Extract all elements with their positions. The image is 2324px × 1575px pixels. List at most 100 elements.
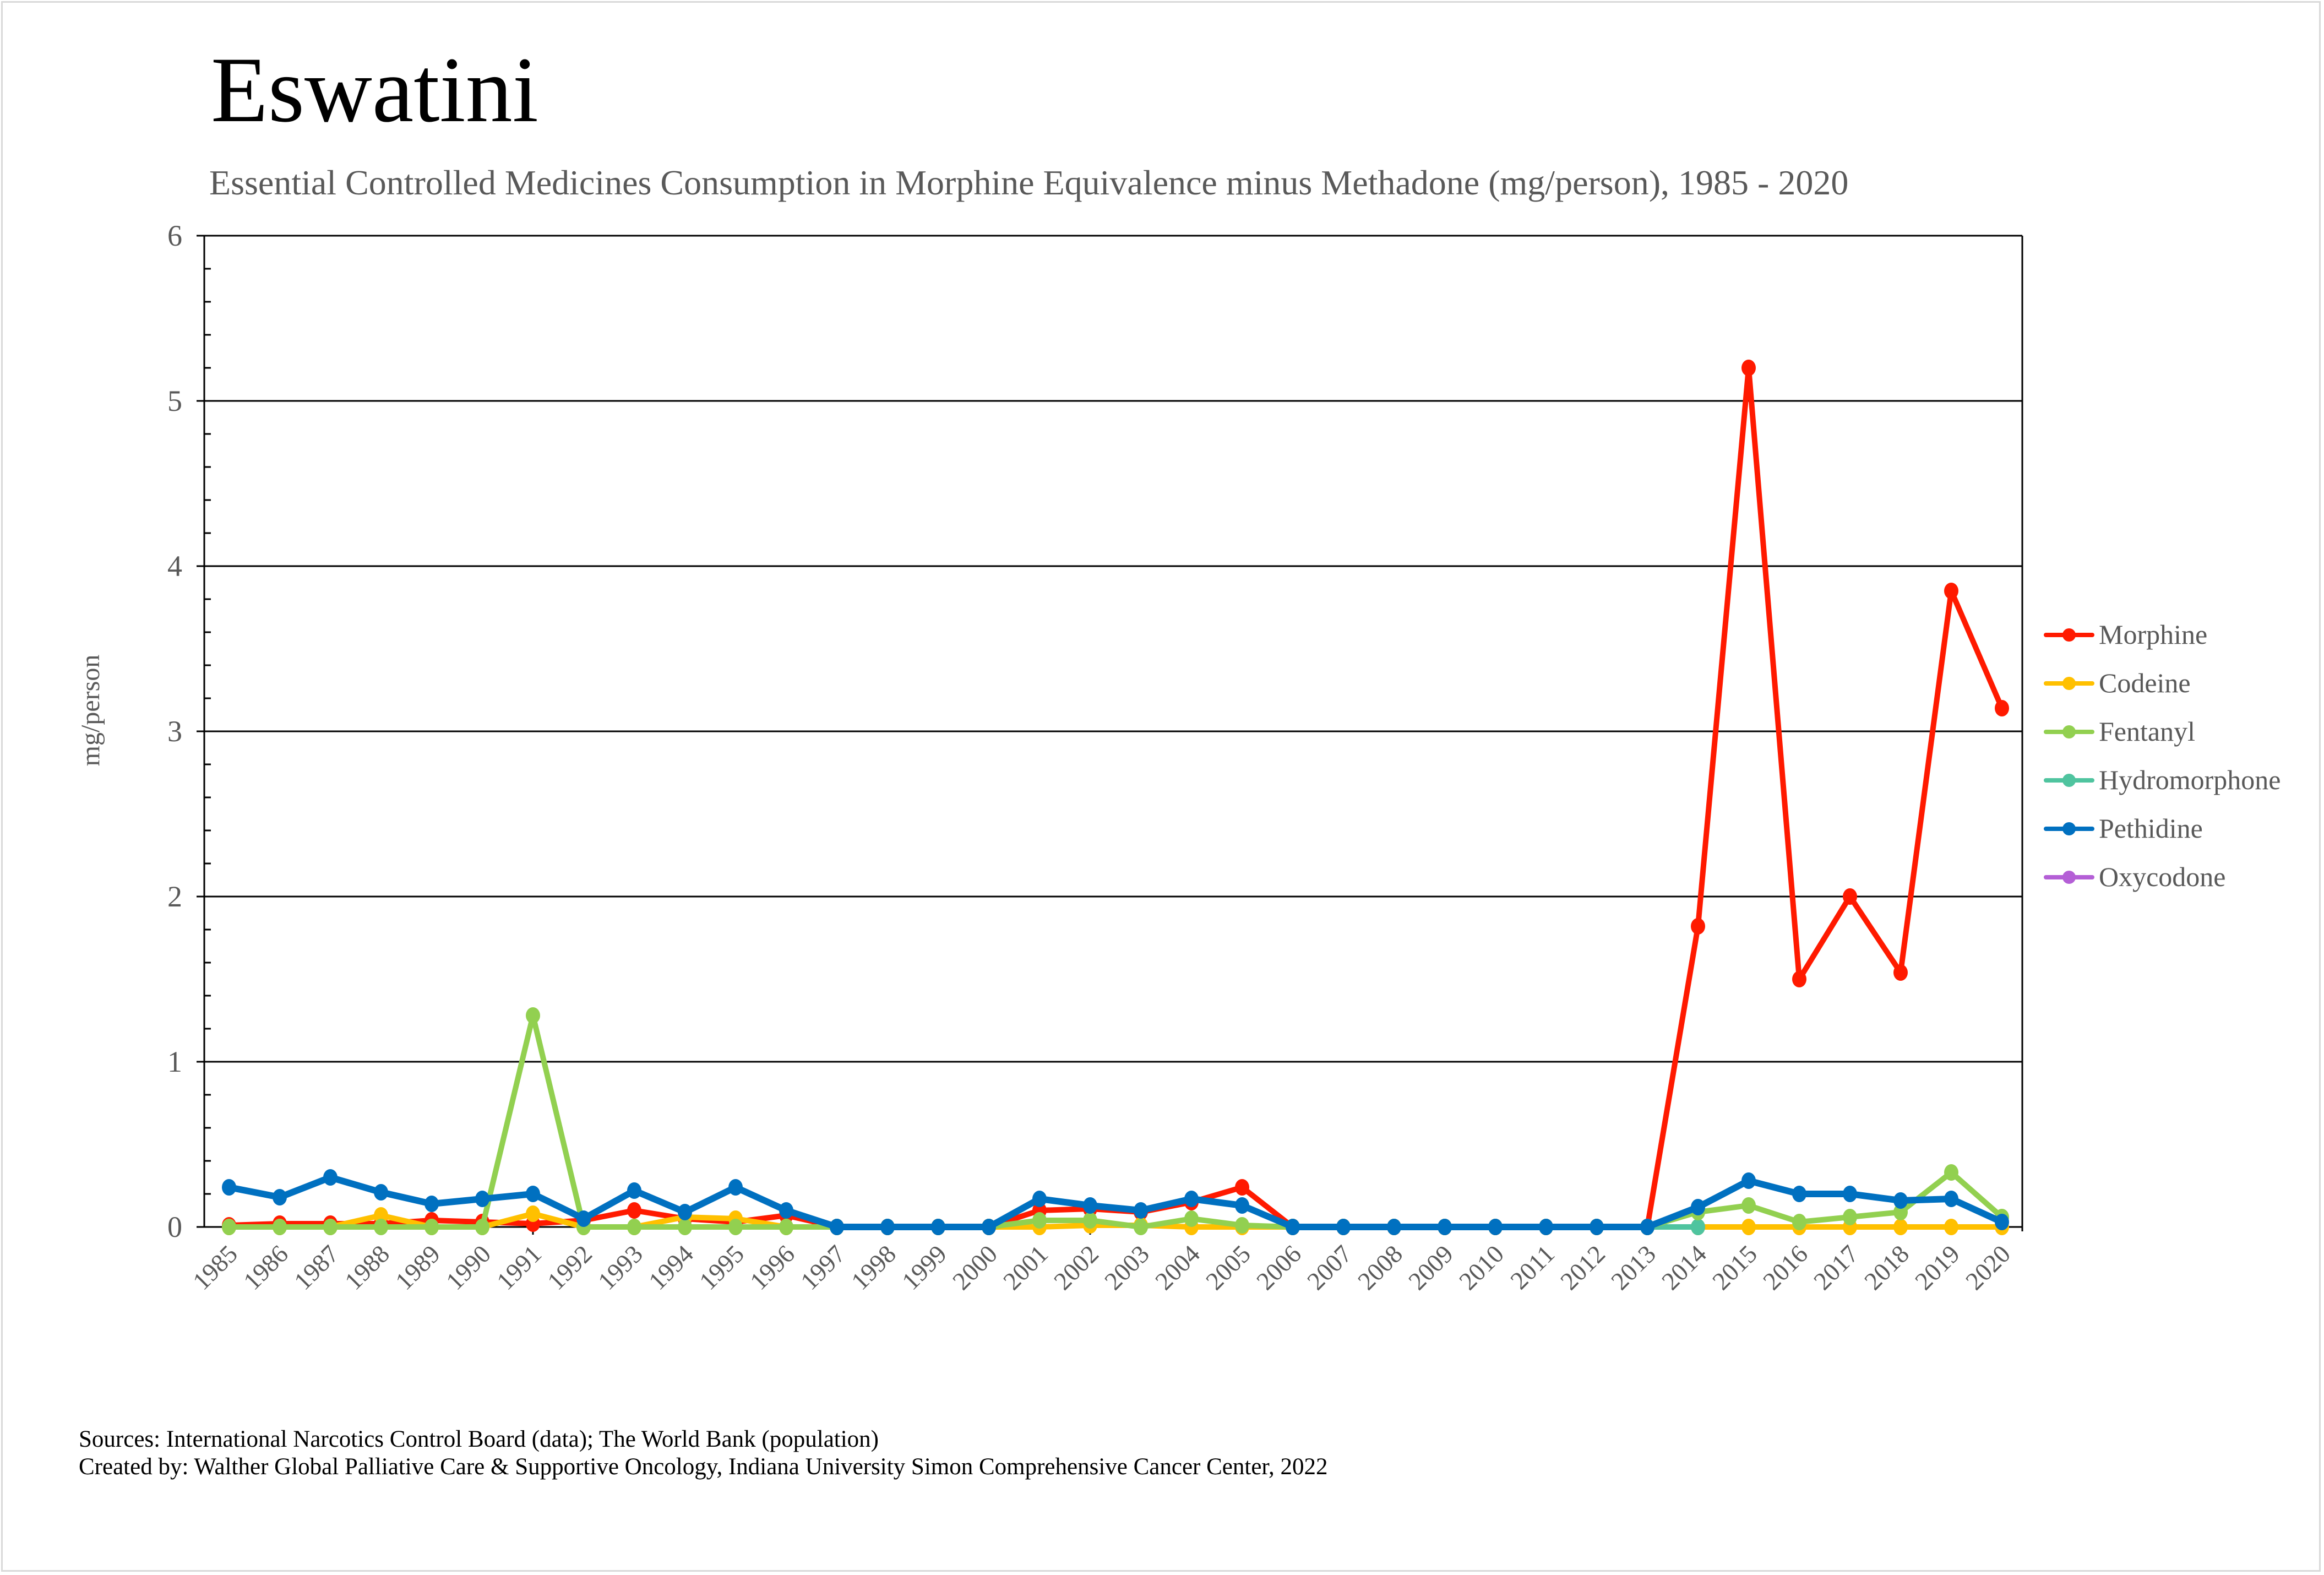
x-tick-label: 2000 bbox=[947, 1240, 1003, 1295]
x-tick-label: 2015 bbox=[1707, 1240, 1762, 1295]
pethidine-point-2005 bbox=[1235, 1197, 1249, 1214]
credit-note: Created by: Walther Global Palliative Ca… bbox=[79, 1454, 1328, 1480]
x-tick-label: 1988 bbox=[339, 1240, 395, 1295]
x-tick-label: 2018 bbox=[1859, 1240, 1914, 1295]
morphine-point-2005 bbox=[1235, 1179, 1249, 1196]
x-tick-label: 1999 bbox=[896, 1240, 952, 1295]
pethidine-point-2011 bbox=[1539, 1219, 1553, 1235]
fentanyl-point-1991 bbox=[526, 1007, 540, 1024]
legend-marker-icon bbox=[2042, 817, 2097, 839]
series-pethidine bbox=[222, 1169, 2009, 1235]
fentanyl-point-2001 bbox=[1032, 1212, 1047, 1229]
pethidine-point-2000 bbox=[982, 1219, 996, 1235]
series-morphine bbox=[222, 360, 2009, 1235]
x-tick-label: 2020 bbox=[1960, 1240, 2016, 1295]
x-tick-label: 1998 bbox=[846, 1240, 901, 1295]
x-tick-label: 2012 bbox=[1555, 1240, 1610, 1295]
legend-item-fentanyl: Fentanyl bbox=[2042, 707, 2281, 756]
legend-marker-icon bbox=[2042, 623, 2097, 645]
pethidine-point-2001 bbox=[1032, 1191, 1047, 1207]
x-tick-label: 1985 bbox=[187, 1240, 243, 1295]
x-tick-label: 1989 bbox=[390, 1240, 445, 1295]
legend-item-codeine: Codeine bbox=[2042, 659, 2281, 707]
x-tick-label: 2006 bbox=[1251, 1240, 1307, 1295]
pethidine-point-1985 bbox=[222, 1179, 236, 1196]
fentanyl-point-2017 bbox=[1843, 1209, 1857, 1225]
x-tick-label: 2001 bbox=[998, 1240, 1053, 1295]
pethidine-point-2013 bbox=[1640, 1219, 1654, 1235]
legend-label: Oxycodone bbox=[2099, 861, 2226, 892]
x-tick-label: 2011 bbox=[1505, 1240, 1560, 1295]
fentanyl-point-2016 bbox=[1792, 1214, 1806, 1230]
x-tick-label: 1987 bbox=[289, 1240, 344, 1295]
chart-title: Eswatini bbox=[211, 38, 538, 142]
legend-marker-icon bbox=[2042, 866, 2097, 888]
x-tick-label: 2013 bbox=[1605, 1240, 1661, 1295]
fentanyl-point-1995 bbox=[728, 1219, 743, 1235]
y-tick-label: 5 bbox=[167, 384, 182, 417]
x-tick-label: 2007 bbox=[1302, 1240, 1357, 1295]
pethidine-point-1989 bbox=[424, 1196, 439, 1212]
legend-item-oxycodone: Oxycodone bbox=[2042, 852, 2281, 901]
chart-subtitle: Essential Controlled Medicines Consumpti… bbox=[209, 163, 1849, 202]
morphine-point-2019 bbox=[1944, 583, 1958, 599]
pethidine-line bbox=[228, 1174, 2004, 1230]
pethidine-point-1994 bbox=[678, 1204, 692, 1220]
pethidine-point-2010 bbox=[1488, 1219, 1503, 1235]
legend-item-morphine: Morphine bbox=[2042, 610, 2281, 659]
fentanyl-point-1994 bbox=[678, 1219, 692, 1235]
y-tick-label: 1 bbox=[167, 1045, 182, 1078]
fentanyl-point-2015 bbox=[1741, 1197, 1756, 1214]
y-tick-label: 6 bbox=[167, 219, 182, 252]
morphine-point-2017 bbox=[1843, 888, 1857, 905]
legend-item-pethidine: Pethidine bbox=[2042, 804, 2281, 852]
legend-label: Hydromorphone bbox=[2099, 764, 2281, 795]
fentanyl-line bbox=[229, 1013, 2004, 1230]
pethidine-point-2012 bbox=[1590, 1219, 1604, 1235]
pethidine-point-2007 bbox=[1336, 1219, 1351, 1235]
tick-labels: 0123456198519861987198819891990199119921… bbox=[167, 219, 2016, 1295]
legend-label: Pethidine bbox=[2099, 813, 2203, 844]
codeine-point-1988 bbox=[374, 1207, 388, 1224]
pethidine-point-1996 bbox=[779, 1202, 793, 1219]
pethidine-point-1998 bbox=[880, 1219, 895, 1235]
fentanyl-point-2018 bbox=[1893, 1204, 1908, 1220]
x-tick-label: 1991 bbox=[491, 1240, 547, 1295]
fentanyl-point-1986 bbox=[273, 1219, 287, 1235]
fentanyl-point-1996 bbox=[779, 1219, 793, 1235]
morphine-point-2014 bbox=[1691, 918, 1705, 935]
pethidine-point-1986 bbox=[273, 1189, 287, 1205]
pethidine-point-1988 bbox=[374, 1184, 388, 1201]
x-tick-label: 1994 bbox=[643, 1240, 699, 1295]
x-tick-label: 2014 bbox=[1656, 1240, 1712, 1295]
x-tick-label: 1992 bbox=[542, 1240, 597, 1295]
x-tick-label: 2016 bbox=[1757, 1240, 1813, 1295]
pethidine-point-2017 bbox=[1843, 1186, 1857, 1202]
x-tick-label: 2002 bbox=[1048, 1240, 1104, 1295]
pethidine-point-1993 bbox=[627, 1182, 641, 1199]
x-tick-label: 2003 bbox=[1099, 1240, 1155, 1295]
fentanyl-point-1988 bbox=[374, 1219, 388, 1235]
x-tick-label: 1986 bbox=[238, 1240, 293, 1295]
fentanyl-point-1985 bbox=[222, 1219, 236, 1235]
fentanyl-point-1990 bbox=[475, 1219, 489, 1235]
fentanyl-point-1993 bbox=[627, 1219, 641, 1235]
x-tick-label: 1993 bbox=[592, 1240, 648, 1295]
pethidine-point-1997 bbox=[830, 1219, 844, 1235]
x-tick-label: 2005 bbox=[1200, 1240, 1256, 1295]
legend-label: Morphine bbox=[2099, 619, 2208, 650]
codeine-point-2019 bbox=[1944, 1219, 1958, 1235]
y-tick-label: 2 bbox=[167, 880, 182, 913]
morphine-point-2020 bbox=[1995, 700, 2009, 716]
x-tick-label: 2010 bbox=[1454, 1240, 1509, 1295]
pethidine-point-2019 bbox=[1944, 1191, 1958, 1207]
pethidine-point-2009 bbox=[1438, 1219, 1452, 1235]
fentanyl-point-2005 bbox=[1235, 1217, 1249, 1234]
codeine-point-1991 bbox=[526, 1205, 540, 1222]
pethidine-point-2020 bbox=[1995, 1214, 2009, 1230]
pethidine-point-1999 bbox=[931, 1219, 945, 1235]
x-tick-label: 2009 bbox=[1403, 1240, 1458, 1295]
pethidine-point-2003 bbox=[1134, 1202, 1148, 1219]
x-tick-label: 1996 bbox=[744, 1240, 800, 1295]
